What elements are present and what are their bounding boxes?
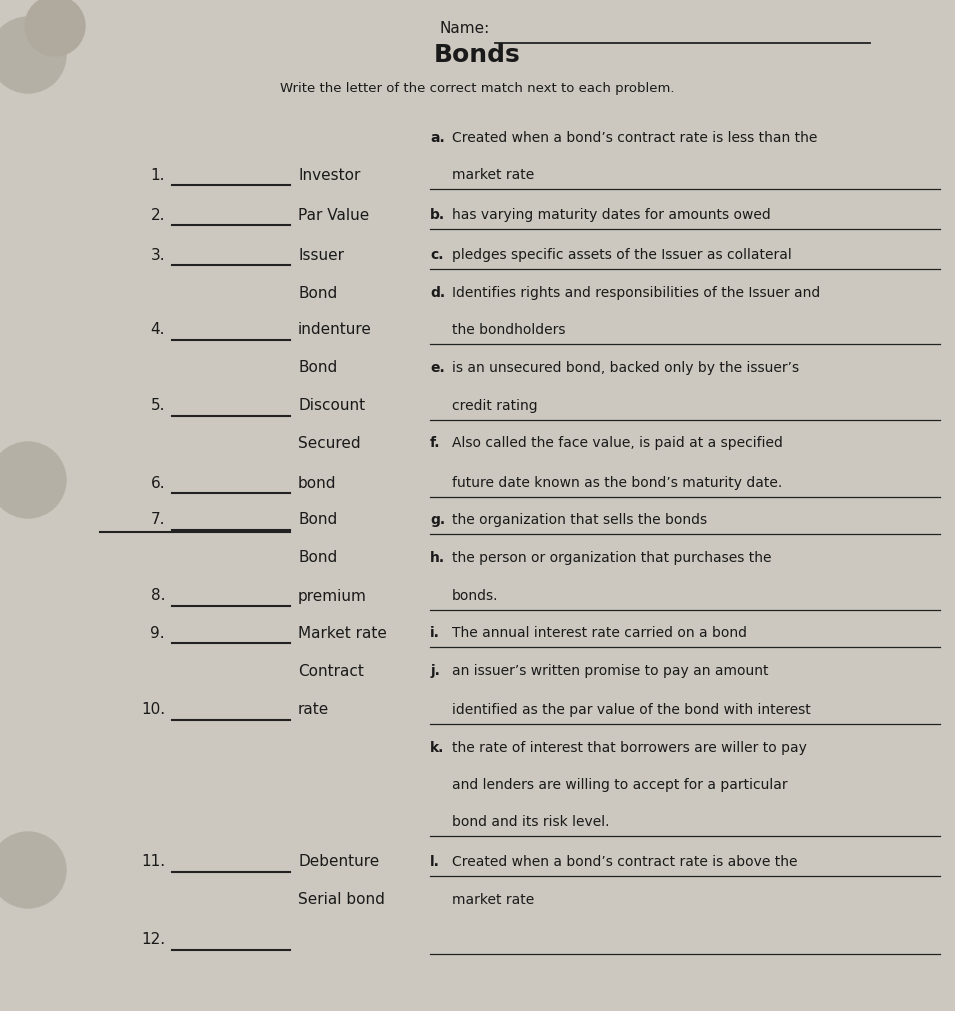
Text: i.: i. <box>430 626 440 640</box>
Text: bond and its risk level.: bond and its risk level. <box>452 815 609 829</box>
Text: 3.: 3. <box>150 248 165 263</box>
Text: g.: g. <box>430 513 445 527</box>
Text: Identifies rights and responsibilities of the Issuer and: Identifies rights and responsibilities o… <box>452 286 820 300</box>
Text: e.: e. <box>430 361 445 375</box>
Circle shape <box>25 0 85 56</box>
Text: rate: rate <box>298 703 329 718</box>
Text: 1.: 1. <box>151 168 165 183</box>
Text: 12.: 12. <box>141 932 165 947</box>
Text: 5.: 5. <box>151 398 165 413</box>
Text: the organization that sells the bonds: the organization that sells the bonds <box>452 513 707 527</box>
Text: 9.: 9. <box>150 626 165 641</box>
Text: b.: b. <box>430 208 445 222</box>
Text: 11.: 11. <box>141 854 165 869</box>
Text: l.: l. <box>430 855 440 869</box>
Text: j.: j. <box>430 664 440 678</box>
Text: c.: c. <box>430 248 443 262</box>
Text: future date known as the bond’s maturity date.: future date known as the bond’s maturity… <box>452 476 782 490</box>
Text: Investor: Investor <box>298 168 360 183</box>
Text: Bond: Bond <box>298 361 337 375</box>
Text: the rate of interest that borrowers are willer to pay: the rate of interest that borrowers are … <box>452 741 807 755</box>
Text: The annual interest rate carried on a bond: The annual interest rate carried on a bo… <box>452 626 747 640</box>
Text: bonds.: bonds. <box>452 589 499 603</box>
Text: f.: f. <box>430 436 440 450</box>
Text: the bondholders: the bondholders <box>452 323 565 337</box>
Text: Write the letter of the correct match next to each problem.: Write the letter of the correct match ne… <box>280 82 674 95</box>
Text: Created when a bond’s contract rate is above the: Created when a bond’s contract rate is a… <box>452 855 797 869</box>
Text: bond: bond <box>298 475 336 490</box>
Text: 6.: 6. <box>150 475 165 490</box>
Text: Par Value: Par Value <box>298 207 370 222</box>
Text: 8.: 8. <box>151 588 165 604</box>
Circle shape <box>0 17 66 93</box>
Text: pledges specific assets of the Issuer as collateral: pledges specific assets of the Issuer as… <box>452 248 792 262</box>
Text: has varying maturity dates for amounts owed: has varying maturity dates for amounts o… <box>452 208 771 222</box>
Text: premium: premium <box>298 588 367 604</box>
Text: 10.: 10. <box>141 703 165 718</box>
Text: market rate: market rate <box>452 893 534 907</box>
Text: Discount: Discount <box>298 398 365 413</box>
Circle shape <box>0 442 66 518</box>
Text: a.: a. <box>430 131 445 145</box>
Text: identified as the par value of the bond with interest: identified as the par value of the bond … <box>452 703 811 717</box>
Circle shape <box>0 832 66 908</box>
Text: Market rate: Market rate <box>298 626 387 641</box>
Text: 7.: 7. <box>151 513 165 528</box>
Text: credit rating: credit rating <box>452 399 538 413</box>
Text: indenture: indenture <box>298 323 371 338</box>
Text: Issuer: Issuer <box>298 248 344 263</box>
Text: and lenders are willing to accept for a particular: and lenders are willing to accept for a … <box>452 778 788 792</box>
Text: Bond: Bond <box>298 551 337 565</box>
Text: k.: k. <box>430 741 444 755</box>
Text: Serial bond: Serial bond <box>298 893 385 908</box>
Text: 4.: 4. <box>151 323 165 338</box>
Text: Contract: Contract <box>298 663 364 678</box>
Text: Bond: Bond <box>298 285 337 300</box>
Text: Bonds: Bonds <box>434 43 520 67</box>
Text: an issuer’s written promise to pay an amount: an issuer’s written promise to pay an am… <box>452 664 769 678</box>
Text: the person or organization that purchases the: the person or organization that purchase… <box>452 551 772 565</box>
Text: Secured: Secured <box>298 436 361 451</box>
Text: h.: h. <box>430 551 445 565</box>
Text: is an unsecured bond, backed only by the issuer’s: is an unsecured bond, backed only by the… <box>452 361 799 375</box>
Text: Created when a bond’s contract rate is less than the: Created when a bond’s contract rate is l… <box>452 131 817 145</box>
Text: Debenture: Debenture <box>298 854 379 869</box>
Text: 2.: 2. <box>151 207 165 222</box>
Text: Also called the face value, is paid at a specified: Also called the face value, is paid at a… <box>452 436 783 450</box>
Text: Bond: Bond <box>298 513 337 528</box>
Text: market rate: market rate <box>452 168 534 182</box>
Text: d.: d. <box>430 286 445 300</box>
Text: Name:: Name: <box>439 21 490 36</box>
